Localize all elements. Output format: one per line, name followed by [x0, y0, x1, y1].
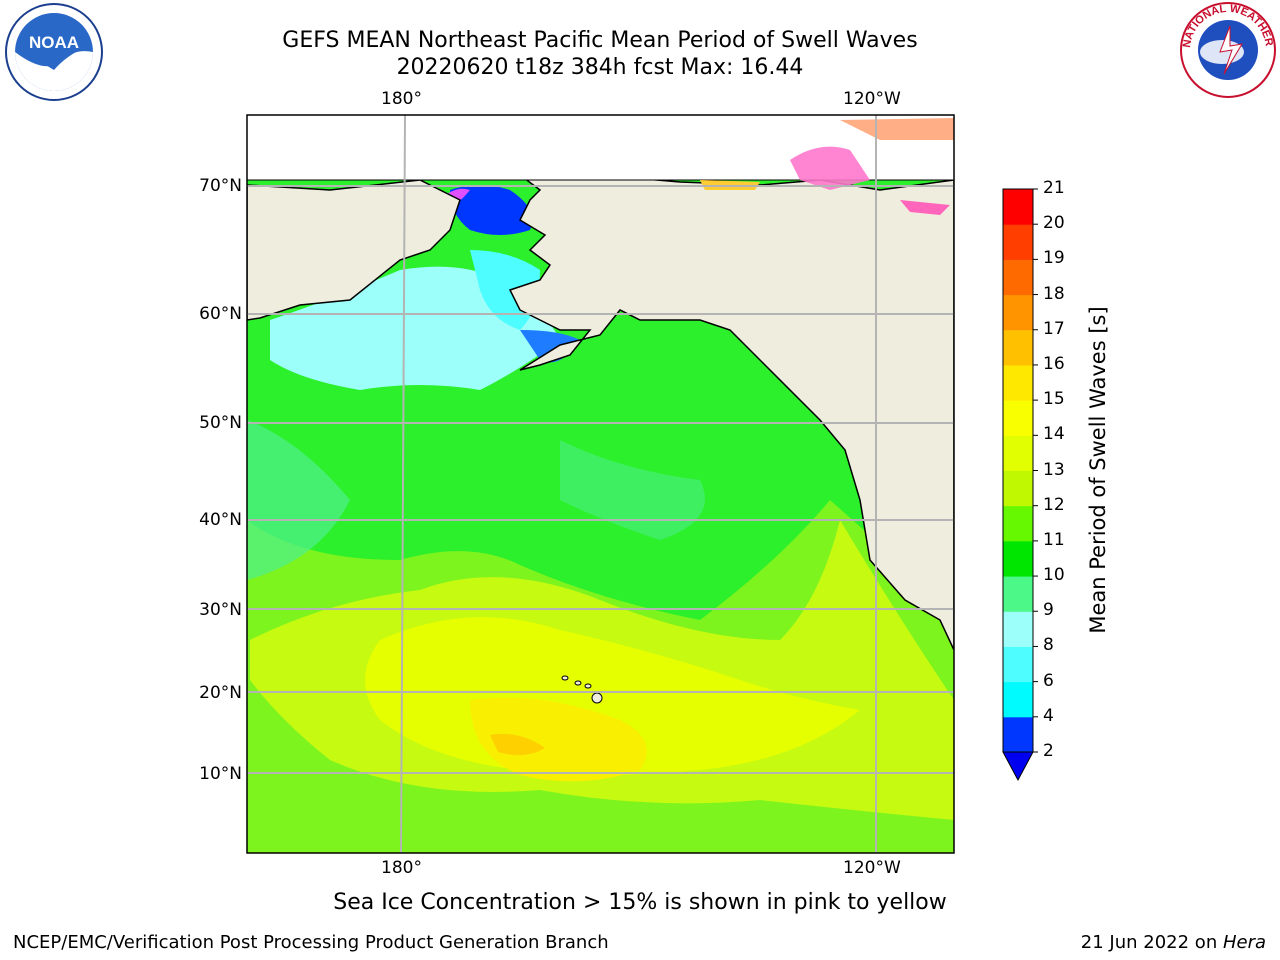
lat-label-60n: 60°N: [199, 304, 242, 324]
colorbar-tick-label: 12: [1043, 494, 1065, 515]
colorbar-segment: [1003, 470, 1033, 507]
lon-label-bottom-180: 180°: [381, 858, 422, 878]
map-subtitle: 20220620 t18z 384h fcst Max: 16.44: [396, 55, 804, 80]
colorbar-segment: [1003, 329, 1033, 366]
lat-label-10n: 10°N: [199, 764, 242, 784]
colorbar-segment: [1003, 224, 1033, 260]
sea-ice-note: Sea Ice Concentration > 15% is shown in …: [333, 890, 947, 915]
colorbar-tick-label: 14: [1043, 424, 1065, 445]
map-content: [247, 115, 954, 853]
footer-credit: NCEP/EMC/Verification Post Processing Pr…: [13, 932, 609, 953]
colorbar-segment: [1003, 646, 1033, 683]
lon-label-bottom-120w: 120°W: [843, 858, 901, 878]
colorbar-tick-label: 15: [1043, 389, 1065, 410]
lat-label-50n: 50°N: [199, 413, 242, 433]
colorbar-segment: [1003, 505, 1033, 542]
colorbar-tick-label: 18: [1043, 283, 1065, 304]
colorbar-segment: [1003, 716, 1033, 753]
colorbar-tick-label: 6: [1043, 670, 1054, 691]
footer-date-text: 21 Jun 2022 on: [1080, 932, 1223, 953]
arctic-blank: [247, 115, 954, 180]
colorbar-tick-label: 16: [1043, 353, 1065, 374]
noaa-logo-text: NOAA: [29, 33, 79, 52]
colorbar: [1002, 188, 1038, 782]
lat-label-70n: 70°N: [199, 176, 242, 196]
lon-label-top-180: 180°: [381, 89, 422, 109]
colorbar-segment: [1003, 540, 1033, 577]
sea-ice-archipelago: [840, 118, 954, 140]
lat-label-30n: 30°N: [199, 600, 242, 620]
map-title: GEFS MEAN Northeast Pacific Mean Period …: [282, 28, 918, 53]
colorbar-tick-label: 19: [1043, 248, 1065, 269]
colorbar-segment: [1003, 294, 1033, 331]
noaa-logo: NOAA: [5, 3, 103, 101]
lat-label-40n: 40°N: [199, 510, 242, 530]
colorbar-segment: [1003, 259, 1033, 296]
map-frame: [246, 114, 955, 854]
colorbar-segment: [1003, 189, 1033, 225]
colorbar-segment: [1003, 435, 1033, 471]
colorbar-tick-label: 10: [1043, 565, 1065, 586]
colorbar-segment: [1003, 364, 1033, 401]
lat-label-20n: 20°N: [199, 683, 242, 703]
colorbar-tick-label: 2: [1043, 741, 1054, 761]
colorbar-extend-arrow: [1002, 751, 1034, 782]
colorbar-segment: [1003, 681, 1033, 718]
ocean-zone-9s-west: [247, 420, 350, 580]
colorbar-tick-label: 8: [1043, 635, 1054, 656]
chukchi-sea-2s: [450, 185, 533, 235]
colorbar-tick-label: 9: [1043, 600, 1054, 621]
ocean-zone-15s: [470, 697, 647, 782]
sea-ice-beaufort: [790, 146, 870, 190]
colorbar-tick-label: 20: [1043, 213, 1065, 234]
colorbar-tick-label: 4: [1043, 705, 1054, 726]
colorbar-label: Mean Period of Swell Waves [s]: [1086, 306, 1110, 634]
sea-ice-coast-2: [900, 200, 950, 215]
ocean-zone-9s-center: [560, 440, 705, 540]
hawaii-islands: [561, 675, 603, 704]
colorbar-tick-label: 21: [1043, 178, 1065, 198]
colorbar-segment: [1003, 576, 1033, 612]
graticule: [247, 115, 954, 853]
lon-label-top-120w: 120°W: [843, 89, 901, 109]
colorbar-tick-label: 17: [1043, 318, 1065, 339]
ocean-zone-16s: [490, 733, 545, 756]
colorbar-segment: [1003, 400, 1033, 436]
colorbar-tick-label: 13: [1043, 459, 1065, 480]
footer-machine: Hera: [1222, 932, 1266, 953]
colorbar-tick-label: 11: [1043, 529, 1065, 550]
meridian-180: [400, 115, 406, 853]
colorbar-segment: [1003, 611, 1033, 647]
footer-date: 21 Jun 2022 on Hera: [1081, 932, 1266, 953]
